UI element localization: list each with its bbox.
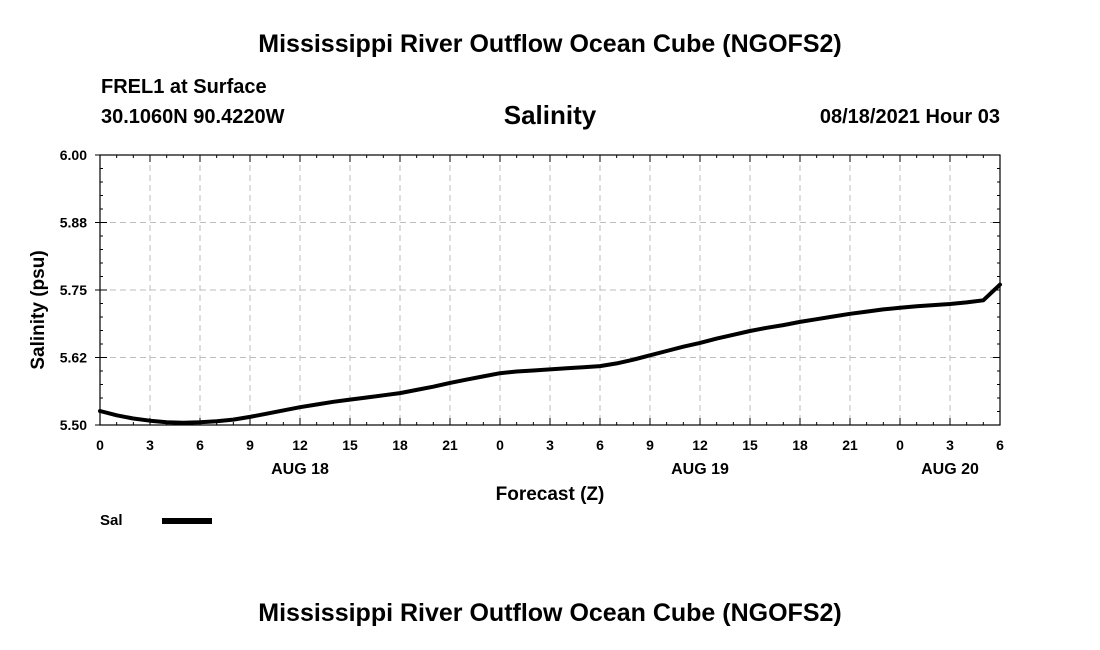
x-tick-label: 3	[546, 437, 554, 453]
variable-title: Salinity	[503, 100, 597, 130]
day-label: AUG 19	[671, 461, 729, 478]
data-point	[848, 312, 852, 316]
data-point	[265, 412, 269, 416]
data-point	[598, 364, 602, 368]
data-point	[498, 371, 502, 375]
x-tick-label: 9	[246, 437, 254, 453]
data-point	[315, 402, 319, 407]
x-tick-label: 18	[792, 437, 808, 453]
data-point	[165, 420, 169, 424]
x-tick-label: 21	[442, 437, 458, 453]
x-tick-label: 15	[342, 437, 358, 453]
data-point	[348, 398, 352, 402]
data-point	[631, 358, 635, 362]
x-tick-label: 12	[692, 437, 708, 453]
data-point	[148, 419, 152, 423]
data-point	[681, 345, 685, 349]
y-tick-label: 5.50	[60, 417, 87, 433]
y-tick-label: 5.62	[60, 350, 87, 366]
station-coordinates: 30.1060N 90.4220W	[101, 106, 285, 128]
legend: Sal	[100, 512, 212, 529]
x-tick-label: 9	[646, 437, 654, 453]
data-point	[181, 421, 185, 425]
data-point	[465, 378, 469, 382]
chart-title: Mississippi River Outflow Ocean Cube (NG…	[258, 30, 842, 58]
data-point	[981, 298, 985, 302]
data-point	[865, 310, 869, 314]
data-point	[298, 405, 302, 409]
legend-label: Sal	[100, 512, 123, 529]
series-layer	[98, 282, 1002, 425]
y-axis-title: Salinity (psu)	[28, 250, 49, 369]
data-point	[965, 300, 969, 305]
data-point	[281, 408, 285, 413]
forecast-datetime: 08/18/2021 Hour 03	[819, 106, 1000, 128]
data-point	[381, 393, 385, 397]
data-point	[431, 385, 435, 389]
data-point	[731, 333, 735, 337]
data-point	[115, 413, 119, 417]
x-tick-label: 0	[496, 437, 504, 453]
x-tick-label: 15	[742, 437, 758, 453]
grid	[100, 155, 1000, 425]
data-point	[898, 306, 902, 310]
data-point	[915, 304, 919, 308]
data-point	[781, 323, 785, 327]
data-point	[548, 367, 552, 371]
data-point	[665, 349, 669, 353]
axes: 0 3 6 9 12 15 18 21 0 3 6 9 12 15 18 21 0 3 6 5.50 5.62 5.75 5…	[28, 147, 1004, 505]
data-point	[698, 341, 702, 345]
data-point	[131, 416, 135, 421]
x-tick-label: 21	[842, 437, 858, 453]
data-point	[231, 418, 235, 422]
x-axis-title: Forecast (Z)	[496, 484, 605, 505]
x-tick-label: 3	[946, 437, 954, 453]
x-tick-label: 6	[196, 437, 204, 453]
data-point	[248, 415, 252, 419]
x-tick-label: 6	[596, 437, 604, 453]
data-point	[565, 366, 569, 370]
data-point	[715, 337, 719, 341]
data-point	[881, 307, 885, 312]
x-tick-label: 0	[896, 437, 904, 453]
data-point	[448, 381, 452, 385]
data-point	[215, 419, 219, 423]
x-tick-label: 12	[292, 437, 308, 453]
data-point	[998, 283, 1002, 287]
data-point	[365, 395, 369, 400]
x-tick-label: 18	[392, 437, 408, 453]
y-tick-label: 5.75	[60, 282, 87, 298]
x-tick-label: 6	[996, 437, 1004, 453]
data-point	[798, 320, 802, 324]
data-point	[98, 409, 102, 413]
x-tick-label: 0	[96, 437, 104, 453]
data-point	[615, 361, 619, 366]
y-tick-label: 5.88	[60, 215, 87, 231]
data-point	[331, 400, 335, 404]
data-point	[398, 391, 402, 395]
day-label: AUG 18	[271, 461, 329, 478]
footer-title: Mississippi River Outflow Ocean Cube (NG…	[258, 599, 842, 627]
data-point	[948, 302, 952, 306]
data-point	[648, 353, 652, 357]
y-tick-label: 6.00	[60, 147, 87, 163]
data-point	[515, 369, 519, 374]
data-point	[481, 374, 485, 378]
data-point	[831, 314, 835, 319]
x-tick-label: 3	[146, 437, 154, 453]
data-point	[931, 303, 935, 307]
data-point	[748, 329, 752, 333]
data-point	[415, 388, 419, 392]
data-point	[581, 365, 585, 369]
day-label: AUG 20	[921, 461, 979, 478]
data-point	[198, 420, 202, 424]
data-point	[765, 326, 769, 330]
data-point	[815, 317, 819, 321]
data-point	[531, 368, 535, 373]
station-label: FREL1 at Surface	[101, 76, 267, 98]
